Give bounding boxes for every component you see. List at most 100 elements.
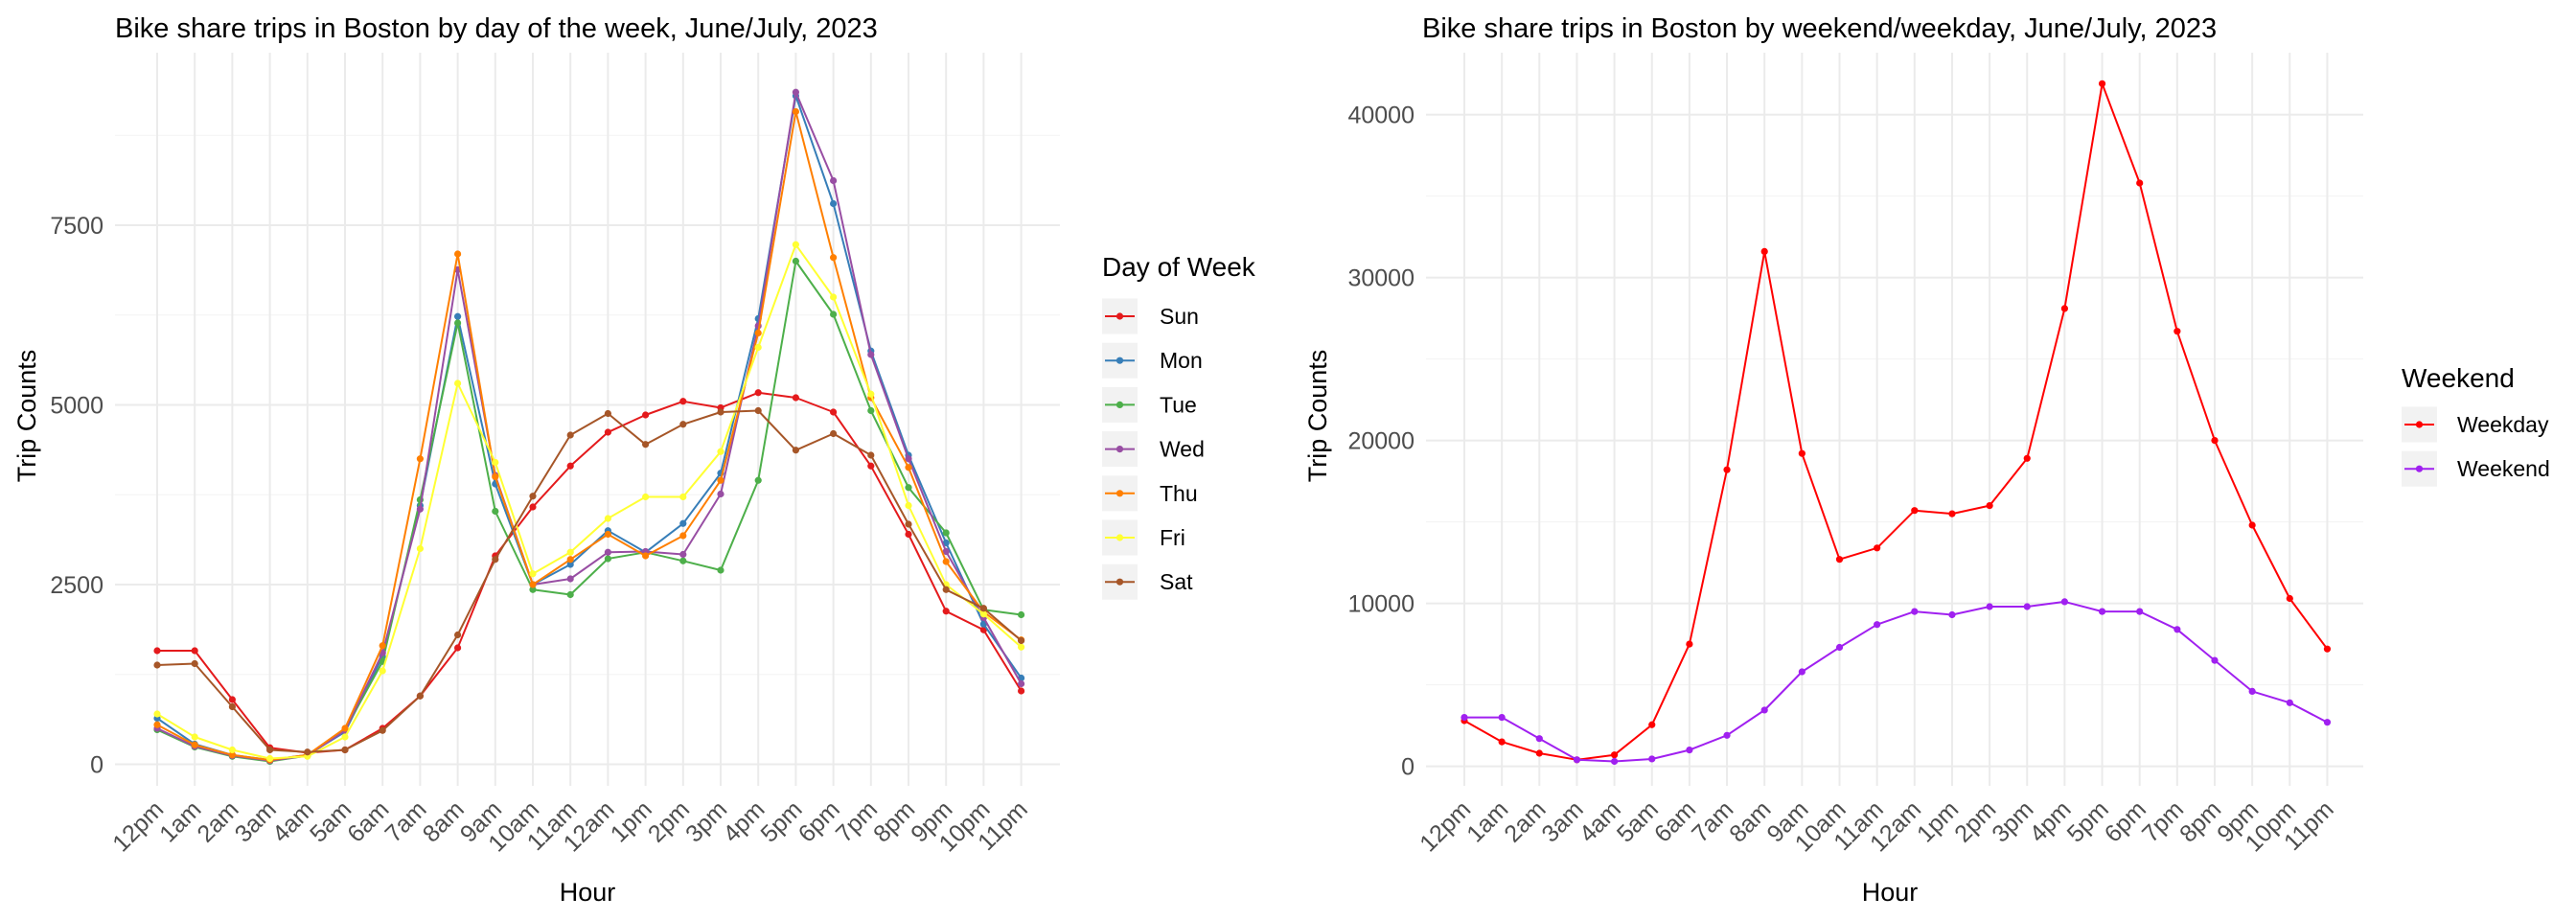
data-point-thu bbox=[717, 476, 724, 484]
data-point-sat bbox=[454, 631, 462, 639]
data-point-sat bbox=[153, 661, 161, 669]
legend-item-weekend: Weekend bbox=[2402, 450, 2550, 487]
data-point-fri bbox=[604, 515, 612, 522]
data-point-sat bbox=[1018, 636, 1025, 645]
data-point-weekday bbox=[2098, 80, 2106, 87]
grid-layer bbox=[1426, 53, 2363, 786]
legend-item-thu: Thu bbox=[1102, 475, 1198, 512]
data-point-wed bbox=[566, 575, 574, 583]
data-point-wed bbox=[679, 550, 687, 559]
data-point-fri bbox=[979, 610, 987, 618]
data-point-mon bbox=[566, 561, 574, 568]
data-point-weekend bbox=[1760, 706, 1768, 714]
legend-item-sat: Sat bbox=[1102, 564, 1193, 600]
data-point-wed bbox=[830, 176, 838, 185]
legend: Weekend Weekday Weekend bbox=[2402, 363, 2550, 487]
data-point-weekday bbox=[1535, 749, 1543, 757]
data-point-weekend bbox=[2060, 598, 2068, 606]
legend-label: Fri bbox=[1160, 525, 1185, 550]
data-point-sun bbox=[642, 411, 650, 419]
series-line-mon bbox=[156, 95, 1023, 761]
legend-item-tue: Tue bbox=[1102, 386, 1197, 423]
data-point-weekday bbox=[1911, 507, 1919, 515]
data-point-weekday bbox=[1611, 751, 1619, 759]
data-point-thu bbox=[228, 751, 236, 759]
series-layer bbox=[1460, 80, 2332, 766]
data-point-sun bbox=[754, 389, 762, 397]
data-point-sat bbox=[304, 748, 311, 756]
data-point-sat bbox=[379, 726, 386, 734]
y-axis-title: Trip Counts bbox=[12, 350, 41, 483]
data-point-sat bbox=[679, 421, 687, 428]
y-axis-title: Trip Counts bbox=[1303, 350, 1332, 483]
data-point-weekend bbox=[1648, 755, 1656, 763]
data-point-fri bbox=[867, 390, 875, 398]
data-point-weekend bbox=[2323, 719, 2332, 726]
data-point-sat bbox=[228, 702, 236, 711]
legend-title: Weekend bbox=[2402, 363, 2515, 393]
data-point-sat bbox=[604, 409, 612, 418]
data-point-weekend bbox=[1911, 608, 1919, 615]
data-point-fri bbox=[1018, 643, 1025, 651]
data-point-fri bbox=[717, 448, 724, 455]
data-point-sun bbox=[191, 647, 198, 655]
data-point-wed bbox=[1018, 679, 1025, 688]
data-point-weekend bbox=[1460, 714, 1468, 722]
data-point-fri bbox=[529, 570, 537, 578]
data-point-tue bbox=[529, 586, 537, 593]
y-tick-label: 10000 bbox=[1347, 591, 1414, 618]
y-tick-label: 20000 bbox=[1347, 428, 1414, 455]
data-point-thu bbox=[679, 532, 687, 540]
data-point-weekend bbox=[2286, 699, 2293, 706]
data-point-fri bbox=[379, 667, 386, 675]
data-point-weekend bbox=[1948, 610, 1956, 619]
series-line-thu bbox=[156, 110, 1023, 761]
data-point-weekend bbox=[1535, 735, 1543, 743]
legend-label: Thu bbox=[1160, 481, 1198, 506]
series-line-sun bbox=[157, 391, 1023, 754]
legend-key-point bbox=[1116, 446, 1124, 453]
data-point-sat bbox=[416, 692, 424, 700]
data-point-sun bbox=[867, 462, 875, 470]
data-point-thu bbox=[566, 556, 574, 564]
data-point-fri bbox=[679, 493, 687, 501]
legend-label: Wed bbox=[1160, 437, 1205, 462]
data-point-sun bbox=[905, 530, 912, 539]
series-line-fri bbox=[156, 243, 1023, 760]
y-tick-label: 2500 bbox=[50, 572, 104, 599]
data-point-sun bbox=[228, 696, 236, 703]
x-tick-labels: 12pm1am2am3am4am5am6am7am8am9am10am11am1… bbox=[107, 795, 1033, 857]
data-point-fri bbox=[566, 548, 574, 556]
data-point-sat bbox=[529, 493, 537, 500]
legend-title: Day of Week bbox=[1102, 252, 1256, 282]
data-point-weekend bbox=[2211, 656, 2219, 664]
series-line-tue bbox=[156, 260, 1022, 763]
data-point-tue bbox=[830, 310, 838, 318]
chart-title: Bike share trips in Boston by day of the… bbox=[115, 13, 878, 44]
legend-label: Sun bbox=[1160, 304, 1199, 329]
data-point-mon bbox=[942, 539, 950, 547]
data-point-weekday bbox=[1986, 502, 1993, 510]
x-tick-labels: 12pm1am2am3am4am5am6am7am8am9am10am11am1… bbox=[1414, 795, 2338, 857]
data-point-fri bbox=[153, 710, 161, 718]
data-point-sat bbox=[830, 429, 838, 438]
data-point-weekday bbox=[2211, 437, 2219, 445]
data-point-tue bbox=[492, 507, 499, 516]
legend-label: Weekend bbox=[2457, 456, 2550, 481]
data-point-thu bbox=[642, 552, 650, 560]
y-tick-label: 40000 bbox=[1347, 103, 1414, 129]
data-point-sat bbox=[717, 408, 724, 416]
data-point-weekday bbox=[1874, 544, 1881, 552]
data-point-tue bbox=[942, 529, 950, 537]
data-point-fri bbox=[191, 733, 198, 741]
legend-key-point bbox=[1116, 312, 1124, 320]
data-point-tue bbox=[754, 476, 762, 484]
data-point-mon bbox=[679, 519, 687, 527]
data-point-sun bbox=[942, 608, 950, 615]
data-point-weekday bbox=[1835, 556, 1844, 564]
data-point-fri bbox=[830, 293, 838, 301]
data-point-weekend bbox=[1611, 757, 1619, 766]
data-point-thu bbox=[379, 642, 386, 650]
data-point-wed bbox=[867, 351, 875, 358]
